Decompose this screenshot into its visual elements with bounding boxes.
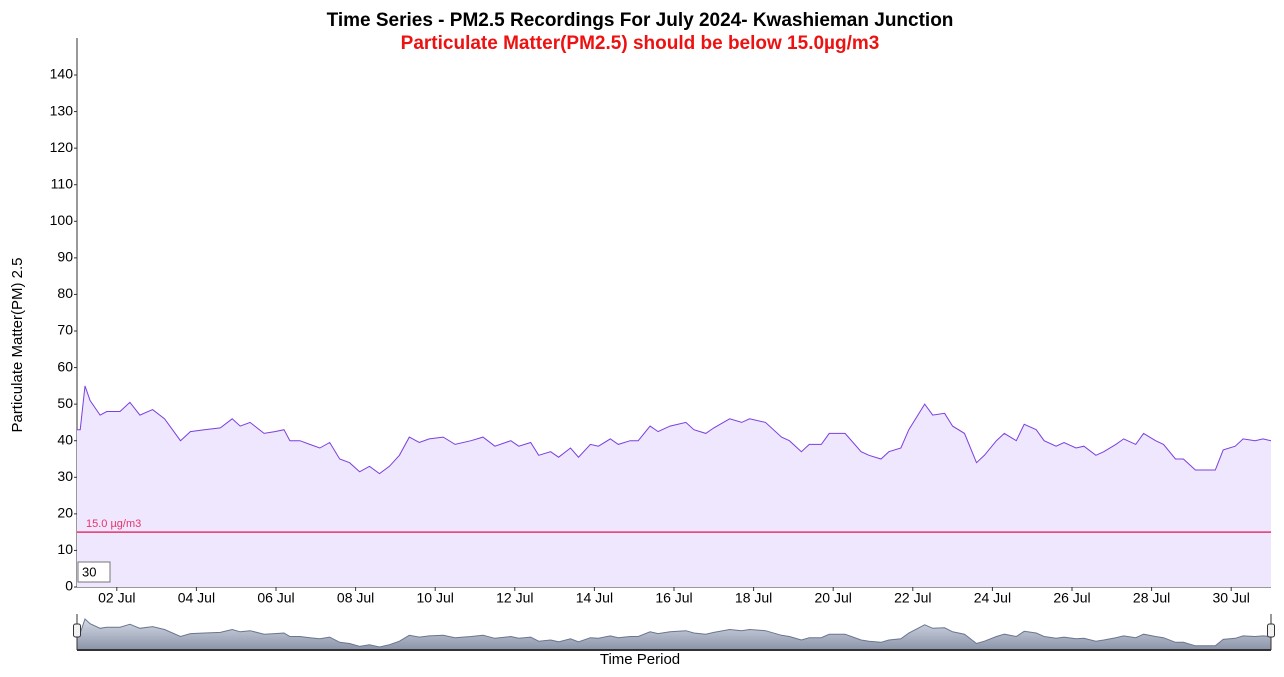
- x-tick-label: 02 Jul: [98, 590, 135, 606]
- x-tick-label: 30 Jul: [1213, 590, 1250, 606]
- navigator-handle[interactable]: [73, 623, 81, 638]
- area: [77, 385, 1271, 587]
- y-tick-label: 120: [50, 139, 74, 155]
- y-tick-label: 90: [57, 249, 73, 265]
- y-tick-label: 30: [57, 468, 73, 484]
- x-tick-label: 16 Jul: [655, 590, 692, 606]
- chart-title: Time Series - PM2.5 Recordings For July …: [327, 10, 954, 31]
- y-tick-label: 70: [57, 322, 73, 338]
- y-tick-label: 80: [57, 285, 73, 301]
- x-tick-label: 14 Jul: [576, 590, 613, 606]
- x-axis-label: Time Period: [600, 651, 680, 668]
- x-tick-label: 22 Jul: [894, 590, 931, 606]
- x-tick-label: 24 Jul: [974, 590, 1011, 606]
- y-tick-label: 20: [57, 505, 73, 521]
- navigator-handle[interactable]: [1267, 623, 1275, 638]
- navigator-line: [77, 618, 1272, 648]
- x-tick-label: 20 Jul: [815, 590, 852, 606]
- y-tick-label: 60: [57, 358, 73, 374]
- line: [77, 385, 1272, 475]
- x-tick-label: 12 Jul: [496, 590, 533, 606]
- x-tick-label: 08 Jul: [337, 590, 374, 606]
- y-tick-label: 110: [51, 175, 74, 191]
- threshold-label: 15.0 µg/m3: [86, 518, 141, 530]
- chart-subtitle: Particulate Matter(PM2.5) should be belo…: [401, 33, 880, 54]
- x-tick-label: 18 Jul: [735, 590, 772, 606]
- y-tick-label: 50: [57, 395, 73, 411]
- y-tick-label: 130: [50, 102, 74, 118]
- y-tick-label: 0: [65, 578, 73, 594]
- y-axis-label: Particulate Matter(PM) 2.5: [9, 257, 26, 432]
- range-input-text[interactable]: 30: [82, 564, 96, 579]
- x-tick-label: 26 Jul: [1053, 590, 1090, 606]
- y-tick-label: 10: [57, 541, 73, 557]
- x-tick-label: 28 Jul: [1133, 590, 1170, 606]
- y-tick-label: 140: [50, 66, 74, 82]
- x-tick-label: 06 Jul: [257, 590, 294, 606]
- navigator-area: [77, 619, 1271, 650]
- range-input[interactable]: [77, 561, 111, 583]
- y-tick-label: 100: [50, 212, 74, 228]
- x-tick-label: 04 Jul: [178, 590, 215, 606]
- y-tick-label: 40: [57, 431, 73, 447]
- x-tick-label: 10 Jul: [417, 590, 454, 606]
